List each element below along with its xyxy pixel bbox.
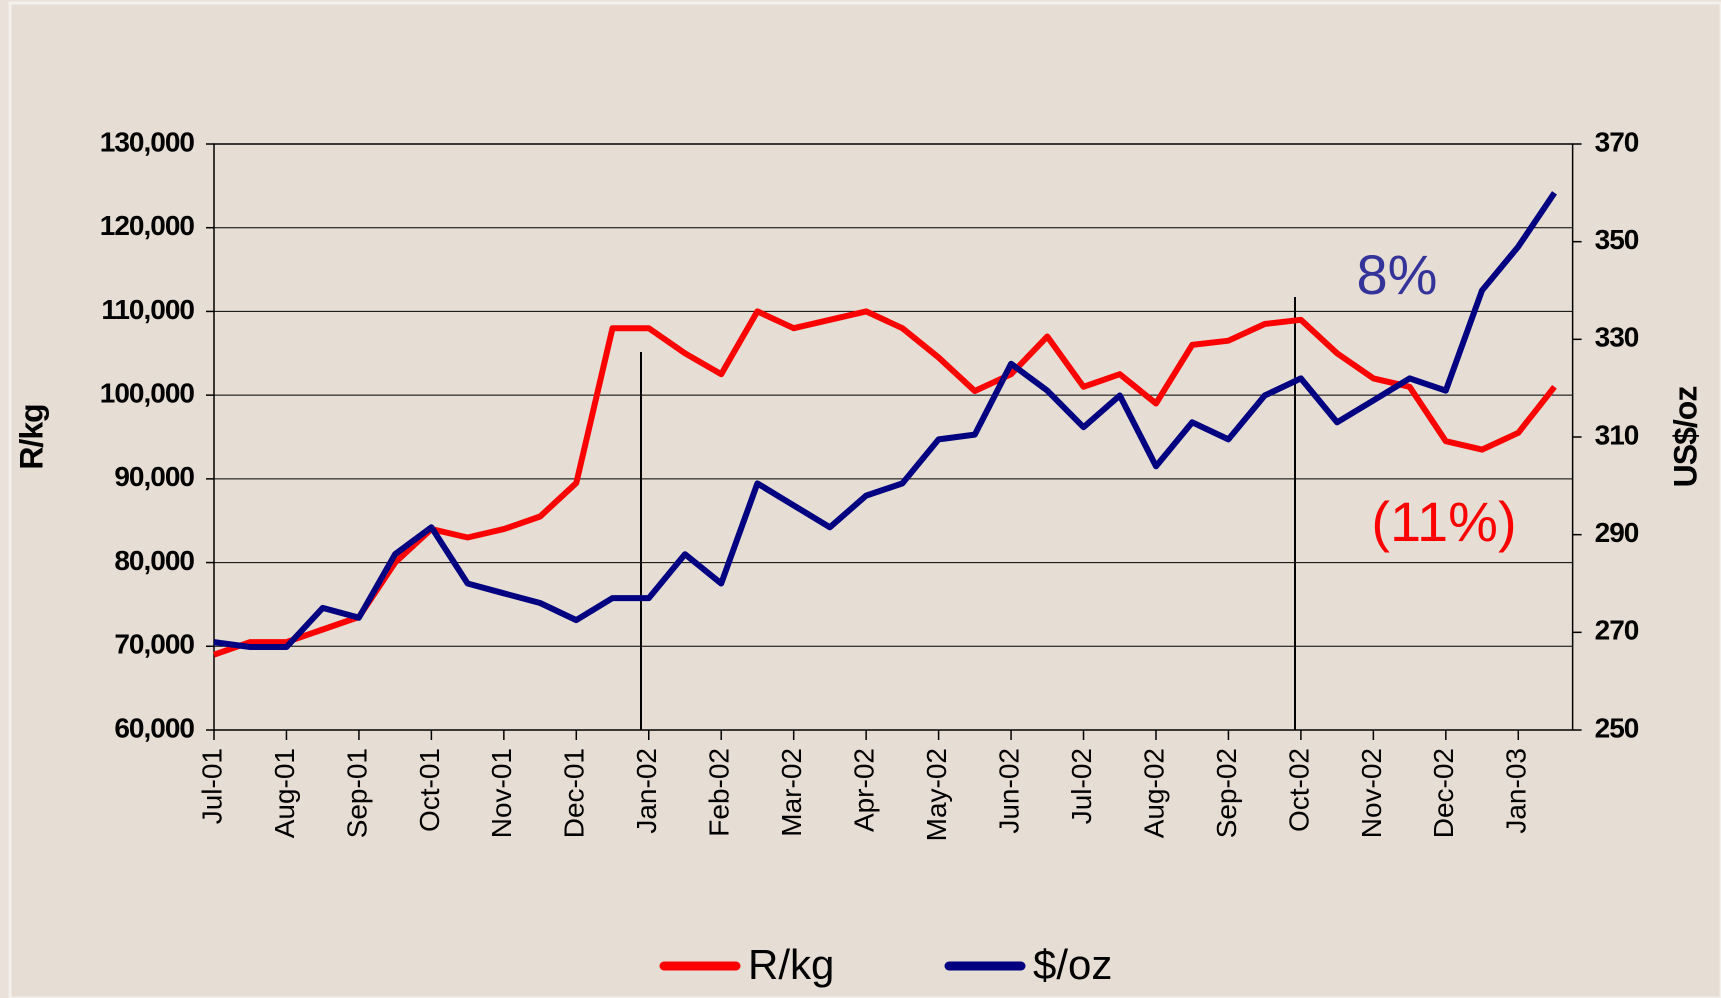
y2-tick-label: 370 xyxy=(1595,126,1639,157)
x-tick-label: Nov-02 xyxy=(1356,748,1387,838)
y-tick-label: 130,000 xyxy=(100,126,195,157)
x-tick-label: Aug-02 xyxy=(1138,748,1169,838)
y-tick-label: 70,000 xyxy=(114,629,194,660)
x-tick-label: Dec-01 xyxy=(559,748,590,838)
x-tick-label: Jul-02 xyxy=(1066,748,1097,824)
x-tick-label: Jun-02 xyxy=(993,748,1024,834)
y2-tick-label: 250 xyxy=(1595,712,1639,743)
x-tick-label: Mar-02 xyxy=(776,748,807,837)
y-tick-label: 110,000 xyxy=(101,294,194,325)
legend-label: $/oz xyxy=(1033,941,1112,988)
y2-tick-label: 290 xyxy=(1595,517,1639,548)
y2-tick-label: 350 xyxy=(1595,224,1639,255)
x-tick-label: Jan-03 xyxy=(1501,748,1532,834)
annotation: (11%) xyxy=(1371,490,1516,553)
x-tick-label: Nov-01 xyxy=(486,748,517,838)
x-tick-label: Feb-02 xyxy=(704,748,735,837)
x-tick-label: Sep-01 xyxy=(341,748,372,838)
series-line xyxy=(213,191,1557,650)
y-tick-label: 80,000 xyxy=(114,545,194,576)
x-tick-label: Dec-02 xyxy=(1428,748,1459,838)
y-axis-label: R/kg xyxy=(13,404,49,469)
x-tick-label: Jul-01 xyxy=(196,748,227,824)
y-tick-label: 100,000 xyxy=(100,378,195,409)
y2-tick-label: 310 xyxy=(1595,419,1639,450)
x-tick-label: Apr-02 xyxy=(849,748,880,832)
x-tick-label: May-02 xyxy=(921,748,952,841)
y2-tick-label: 270 xyxy=(1595,615,1639,646)
legend-label: R/kg xyxy=(748,941,834,988)
y-tick-label: 60,000 xyxy=(114,712,194,743)
x-tick-label: Jan-02 xyxy=(631,748,662,834)
y2-axis-label: US$/oz xyxy=(1667,387,1703,488)
x-tick-label: Oct-01 xyxy=(414,748,445,832)
annotation: 8% xyxy=(1357,243,1438,306)
chart-frame xyxy=(8,1,1721,998)
x-tick-label: Oct-02 xyxy=(1283,748,1314,832)
y-tick-label: 90,000 xyxy=(114,461,194,492)
y2-tick-label: 330 xyxy=(1595,322,1639,353)
series-line xyxy=(213,308,1557,658)
x-tick-label: Sep-02 xyxy=(1211,748,1242,838)
x-tick-label: Aug-01 xyxy=(269,748,300,838)
y-tick-label: 120,000 xyxy=(100,210,195,241)
